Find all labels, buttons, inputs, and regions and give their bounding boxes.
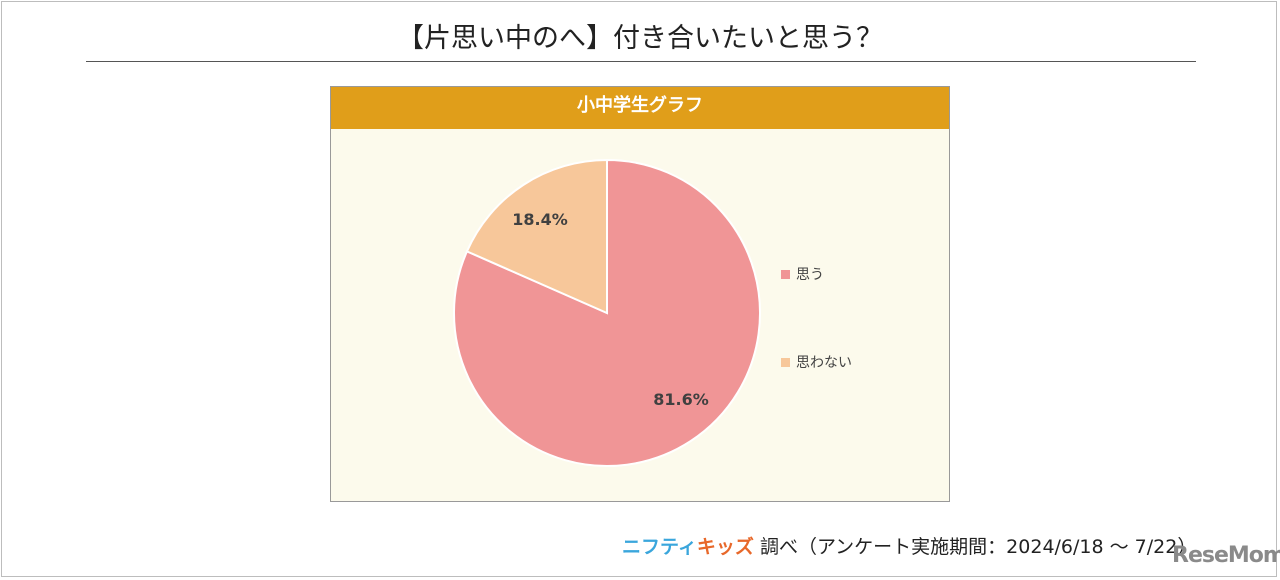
legend-label-1: 思わない: [796, 355, 852, 371]
source-footer: ニフティキッズ 調べ（アンケート実施期間：2024/6/18 ～ 7/22）: [622, 532, 1196, 559]
data-label-0: 81.6%: [653, 390, 709, 409]
source-text: 調べ（アンケート実施期間：2024/6/18 ～ 7/22）: [759, 536, 1197, 558]
chart-title: 小中学生グラフ: [331, 87, 949, 129]
data-label-1: 18.4%: [512, 210, 568, 229]
legend-label-0: 思う: [796, 267, 824, 283]
brand-kids: キッズ: [696, 536, 754, 558]
watermark-logo: ReseMom: [1172, 543, 1280, 568]
pie-slice-1: [465, 158, 608, 315]
title-divider: [86, 61, 1196, 62]
legend-swatch-1: [781, 358, 790, 367]
page-title: 【片思い中のへ】付き合いたいと思う？: [397, 23, 883, 54]
brand-nifty: ニフティ: [622, 536, 697, 558]
legend-swatch-0: [781, 270, 790, 279]
